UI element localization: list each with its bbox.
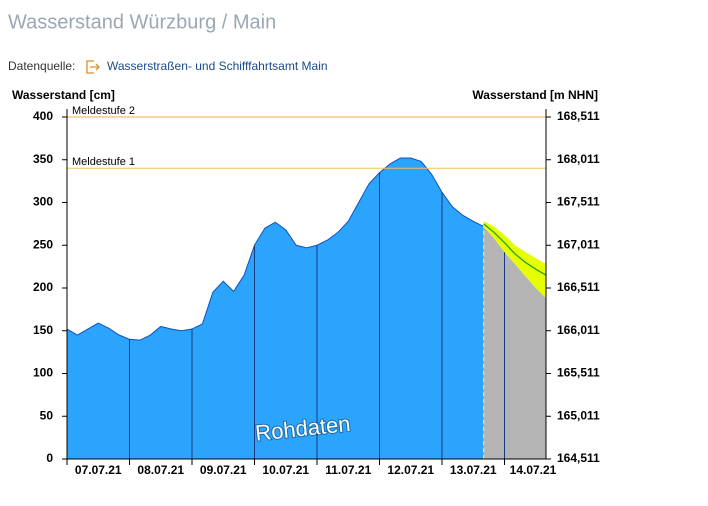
y2-tick-label: 167,511	[557, 195, 600, 209]
forecast-line	[483, 223, 547, 276]
x-tick-label: 12.07.21	[387, 463, 434, 477]
y-tick-label: 350	[33, 152, 53, 166]
y2-tick-label: 168,011	[557, 152, 600, 166]
y-tick-label: 200	[33, 280, 53, 294]
page-title: Wasserstand Würzburg / Main	[8, 11, 276, 33]
threshold-label: Meldestufe 2	[72, 105, 135, 117]
x-tick-label: 09.07.21	[200, 463, 247, 477]
link-icon	[86, 60, 100, 74]
y2-tick-label: 166,011	[557, 323, 600, 337]
forecast-band	[483, 221, 547, 299]
y-axis-label: Wasserstand [cm]	[12, 88, 115, 102]
x-tick-label: 11.07.21	[325, 463, 371, 477]
forecast-lower-area	[483, 226, 547, 459]
y2-tick-label: 166,511	[557, 280, 600, 294]
water-level-line	[66, 157, 484, 341]
y-tick-label: 50	[40, 408, 54, 422]
y2-axis-label: Wasserstand [m NHN]	[472, 88, 598, 102]
y2-tick-label: 168,511	[557, 109, 600, 123]
source-link[interactable]: Wasserstraßen- und Schifffahrtsamt Main	[107, 59, 328, 73]
y2-tick-label: 165,011	[557, 408, 600, 422]
y2-tick-label: 165,511	[557, 366, 600, 380]
source-label: Datenquelle:	[8, 59, 75, 73]
x-tick-label: 13.07.21	[450, 463, 497, 477]
y-tick-label: 100	[33, 366, 53, 380]
y2-tick-label: 164,511	[557, 451, 600, 465]
y-tick-label: 0	[46, 451, 53, 465]
y2-tick-label: 167,011	[557, 237, 600, 251]
y-tick-label: 150	[33, 323, 53, 337]
y-tick-label: 300	[33, 195, 53, 209]
x-tick-label: 10.07.21	[262, 463, 309, 477]
y-tick-label: 250	[33, 237, 53, 251]
threshold-label: Meldestufe 1	[72, 156, 135, 168]
y-tick-label: 400	[33, 109, 53, 123]
x-tick-label: 14.07.21	[510, 463, 557, 477]
x-tick-label: 07.07.21	[75, 463, 122, 477]
x-tick-label: 08.07.21	[137, 463, 184, 477]
